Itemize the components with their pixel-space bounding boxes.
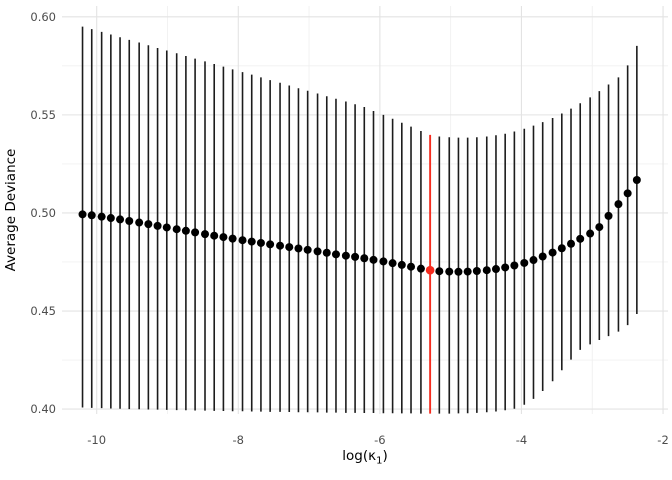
data-point	[87, 211, 96, 220]
data-point	[116, 215, 125, 224]
data-point	[567, 239, 576, 248]
data-point	[238, 236, 247, 245]
data-point	[614, 200, 623, 209]
data-point	[463, 267, 472, 276]
x-axis-title-subscript: 1	[376, 455, 383, 467]
data-point	[228, 234, 237, 243]
data-point	[303, 245, 312, 254]
data-point	[576, 234, 585, 243]
x-tick-label: -10	[87, 433, 106, 447]
data-point	[501, 263, 510, 272]
data-point	[219, 233, 228, 242]
data-point	[351, 252, 360, 261]
y-tick-label: 0.45	[30, 304, 56, 318]
data-point	[285, 243, 294, 252]
data-point	[510, 261, 519, 270]
data-point	[407, 262, 416, 271]
data-point	[125, 216, 134, 225]
x-axis-title-suffix: )	[382, 448, 388, 464]
data-point	[472, 267, 481, 276]
data-point	[435, 267, 444, 276]
data-point	[586, 229, 595, 238]
x-tick-label: -8	[233, 433, 244, 447]
data-point	[529, 256, 538, 265]
data-point	[397, 260, 406, 269]
y-tick-label: 0.50	[30, 206, 56, 220]
data-point	[153, 221, 162, 230]
data-point	[388, 259, 397, 268]
data-point	[144, 220, 153, 229]
data-point	[181, 226, 190, 235]
x-tick-label: -2	[657, 433, 668, 447]
x-axis-title-prefix: log(κ	[342, 448, 377, 464]
data-point	[557, 244, 566, 253]
highlighted-data-point	[425, 265, 435, 275]
data-point	[454, 267, 463, 276]
data-point	[379, 257, 388, 266]
data-point	[360, 254, 369, 263]
data-point	[416, 264, 425, 273]
data-point	[191, 228, 200, 237]
data-point	[266, 240, 275, 249]
data-point	[632, 175, 641, 184]
data-point	[548, 248, 557, 257]
y-tick-label: 0.55	[30, 108, 56, 122]
data-point	[201, 230, 210, 239]
y-tick-label: 0.60	[30, 10, 56, 24]
data-point	[604, 211, 613, 220]
data-point	[247, 237, 256, 246]
data-point	[256, 238, 265, 247]
y-tick-label: 0.40	[30, 402, 56, 416]
data-point	[210, 231, 219, 240]
data-point	[538, 252, 547, 261]
data-point	[276, 241, 285, 250]
x-axis-title: log(κ1)	[62, 448, 668, 467]
data-point	[172, 225, 181, 234]
data-point	[162, 223, 171, 232]
data-point	[520, 258, 529, 267]
data-point	[106, 214, 115, 223]
data-point	[78, 210, 87, 219]
data-point	[322, 248, 331, 257]
data-point	[491, 265, 500, 274]
data-point	[623, 189, 632, 198]
x-tick-label: -4	[516, 433, 527, 447]
data-point	[294, 244, 303, 253]
data-point	[341, 251, 350, 260]
data-point	[331, 250, 340, 259]
data-point	[313, 247, 322, 256]
data-point	[135, 218, 144, 227]
y-axis-title: Average Deviance	[3, 148, 19, 272]
data-point	[595, 223, 604, 232]
data-point	[482, 266, 491, 275]
data-point	[369, 255, 378, 264]
x-tick-label: -6	[374, 433, 385, 447]
data-point	[445, 267, 454, 276]
data-point	[97, 212, 106, 221]
